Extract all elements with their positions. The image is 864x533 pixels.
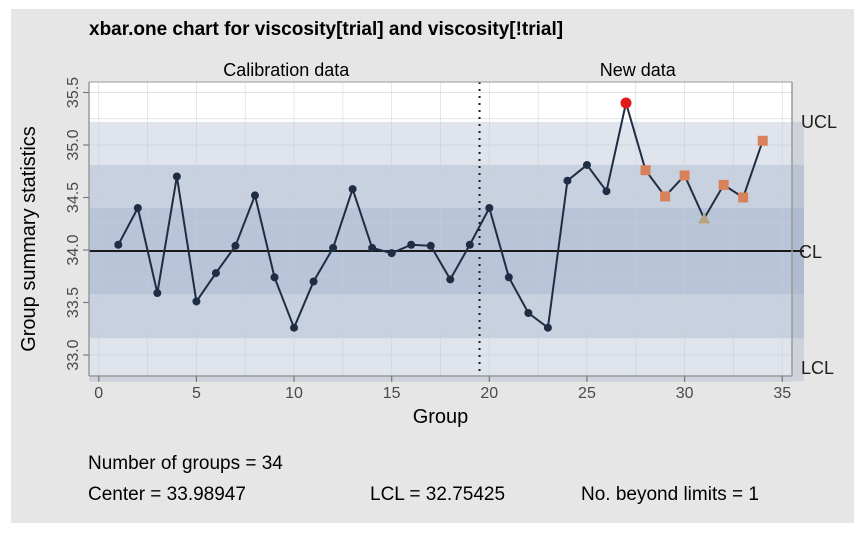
y-tick-label: 33.0 (65, 339, 82, 370)
data-point (290, 323, 299, 332)
stat-groups: Number of groups = 34 (88, 453, 283, 474)
data-point (250, 191, 259, 200)
x-tick-label: 35 (773, 385, 791, 402)
section-label-calibration: Calibration data (223, 60, 350, 80)
data-point (465, 240, 474, 249)
data-point-violating-run (718, 179, 729, 190)
stat-center: Center = 33.98947 (88, 484, 246, 505)
section-label-new: New data (600, 60, 677, 80)
data-point (582, 160, 591, 169)
y-axis-label: Group summary statistics (18, 126, 40, 352)
y-tick-label: 35.5 (65, 77, 82, 108)
data-point-violating-run (738, 192, 749, 203)
data-point (426, 241, 435, 250)
data-point-violating-run (660, 191, 671, 202)
x-tick-label: 20 (480, 385, 498, 402)
y-tick-label: 33.5 (65, 287, 82, 318)
chart-plot: xbar.one chart for viscosity[trial] and … (18, 19, 837, 428)
lcl-label: LCL (801, 358, 834, 378)
data-point (485, 204, 494, 212)
data-point (543, 323, 552, 332)
data-point (446, 275, 455, 284)
data-point (387, 249, 396, 258)
data-point (309, 277, 318, 286)
data-point (602, 187, 611, 196)
data-point (270, 273, 279, 282)
data-point (348, 185, 357, 194)
stats-block: Number of groups = 34 Center = 33.98947 … (88, 451, 828, 511)
data-point-violating-run (640, 165, 651, 176)
ucl-label: UCL (801, 112, 837, 132)
data-point-beyond-limit (620, 97, 632, 109)
x-tick-label: 5 (192, 385, 201, 402)
y-tick-label: 35.0 (65, 129, 82, 160)
x-tick-label: 30 (676, 385, 694, 402)
x-tick-label: 0 (94, 385, 103, 402)
cl-label: CL (799, 242, 822, 262)
data-point (133, 204, 142, 212)
x-tick-label: 10 (285, 385, 303, 402)
x-tick-label: 15 (383, 385, 401, 402)
data-point (407, 240, 416, 249)
y-tick-label: 34.0 (65, 234, 82, 265)
chart-frame: xbar.one chart for viscosity[trial] and … (11, 9, 854, 523)
data-point-violating-run (679, 170, 690, 181)
data-point (172, 172, 181, 181)
data-point-violating-run (757, 135, 768, 146)
x-axis-label: Group (413, 406, 469, 428)
stat-lcl: LCL = 32.75425 (370, 484, 506, 505)
data-point-violating-run (698, 212, 711, 224)
y-tick-label: 34.5 (65, 182, 82, 213)
chart-title: xbar.one chart for viscosity[trial] and … (89, 19, 563, 40)
data-point (524, 309, 533, 317)
stat-beyond-limits: No. beyond limits = 1 (581, 484, 759, 505)
data-point (211, 269, 220, 278)
data-point (368, 243, 377, 252)
data-point (153, 289, 162, 298)
x-tick-label: 25 (578, 385, 596, 402)
data-point (231, 241, 240, 250)
data-point (329, 243, 338, 252)
data-point (504, 273, 513, 282)
series-line (117, 102, 764, 331)
data-point (192, 297, 201, 306)
data-point (114, 240, 123, 249)
data-point (563, 176, 572, 185)
